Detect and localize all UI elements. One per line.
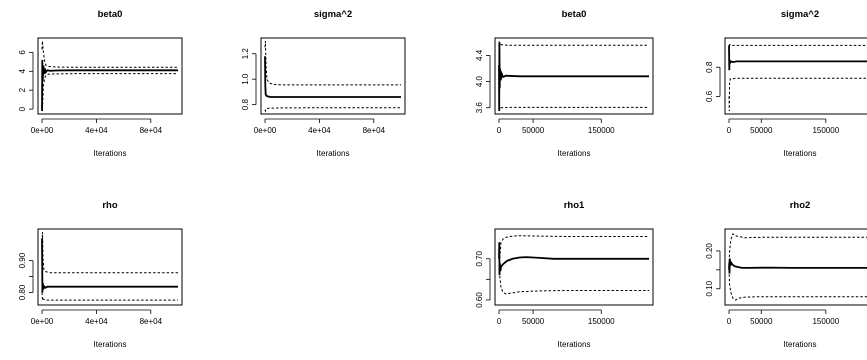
y-tick-label: 1.2 [241,48,250,60]
y-tick-label: 0.8 [241,99,250,111]
x-tick-label: 4e+04 [85,317,108,326]
bound-trace-line [728,77,867,112]
x-tick-label: 0 [727,317,732,326]
trace-plot-beta0-1: beta0 0e+00 4e+04 8e+04 0 2 4 6 Iterations [18,9,183,158]
bound-trace-line [41,231,178,274]
trace-plot-beta0-2: beta0 0 50000 150000 3.6 4.0 4.4 Iterations [475,9,654,158]
mean-trace-line [264,56,401,98]
mean-trace-line [728,258,867,274]
y-tick-label: 0.6 [705,90,714,102]
plot-title: rho [102,200,118,211]
y-tick-label: 4 [18,68,27,73]
trace-plot-rho-1: rho 0e+00 4e+04 8e+04 0.80 0.90 Iterations [18,200,183,349]
plot-frame [37,37,183,115]
x-tick-label: 8e+04 [140,317,163,326]
x-tick-label: 8e+04 [140,126,163,135]
y-tick-label: 0.8 [705,61,714,73]
bound-trace-line [41,292,178,301]
bound-trace-line [264,40,401,86]
x-tick-label: 150000 [812,317,839,326]
plot-title: rho2 [790,200,811,211]
mean-trace-line [498,42,649,112]
trace-plot-sigma2-2: sigma^2 0 50000 150000 0.6 0.8 Iterations [705,9,867,158]
mean-trace-line [498,242,649,276]
bound-trace-line [264,107,401,113]
x-tick-label: 0e+00 [254,126,277,135]
plot-frame [494,37,654,115]
bound-trace-line [498,40,649,62]
y-tick-label: 4.0 [475,75,484,87]
bound-trace-line [728,269,867,301]
plot-frame [260,37,406,115]
x-tick-label: 4e+04 [308,126,331,135]
plot-title: beta0 [98,9,123,20]
trace-plot-sigma2-1: sigma^2 0e+00 4e+04 8e+04 0.8 1.0 1.2 Iteration… [241,9,406,158]
y-tick-label: 1.0 [241,73,250,85]
plot-frame [494,228,654,306]
x-tick-label: 0 [497,126,502,135]
y-tick-label: 0.90 [18,252,27,268]
mean-trace-line [728,45,867,71]
x-tick-label: 50000 [522,126,545,135]
x-axis-label: Iterations [558,340,591,349]
plot-frame [724,228,867,306]
bound-trace-line [41,73,178,112]
y-tick-label: 4.4 [475,49,484,61]
x-axis-label: Iterations [784,340,817,349]
y-tick-label: 2 [18,87,27,92]
trace-plot-rho1-2: rho1 0 50000 150000 0.60 0.70 Iterations [475,200,654,349]
bound-trace-line [728,233,867,267]
x-axis-label: Iterations [94,340,127,349]
x-tick-label: 0e+00 [31,317,54,326]
bound-trace-line [728,43,867,53]
y-tick-label: 0.70 [475,250,484,266]
x-axis-label: Iterations [784,149,817,158]
x-tick-label: 50000 [522,317,545,326]
y-tick-label: 6 [18,50,27,55]
plot-frame [37,228,183,306]
x-tick-label: 4e+04 [85,126,108,135]
trace-plot-rho2-2: rho2 0 50000 150000 0.10 0.20 Iterations [705,200,867,349]
bound-trace-line [41,40,178,68]
x-tick-label: 150000 [812,126,839,135]
y-tick-label: 0.20 [705,243,714,259]
x-tick-label: 50000 [750,317,773,326]
plot-title: sigma^2 [314,9,352,20]
plot-title: sigma^2 [781,9,819,20]
x-tick-label: 0 [727,126,732,135]
x-tick-label: 50000 [750,126,773,135]
y-tick-label: 0.80 [18,284,27,300]
x-tick-label: 0e+00 [31,126,54,135]
bound-trace-line [498,266,649,295]
y-tick-label: 0.10 [705,280,714,296]
x-tick-label: 8e+04 [363,126,386,135]
x-tick-label: 150000 [588,126,615,135]
y-tick-label: 0.60 [475,292,484,308]
plot-title: rho1 [564,200,585,211]
x-axis-label: Iterations [558,149,591,158]
y-tick-label: 3.6 [475,102,484,114]
y-tick-label: 0 [18,106,27,111]
mean-trace-line [41,238,178,293]
x-axis-label: Iterations [94,149,127,158]
x-tick-label: 150000 [588,317,615,326]
mean-trace-line [41,59,178,112]
x-axis-label: Iterations [317,149,350,158]
plot-frame [724,37,867,115]
x-tick-label: 0 [497,317,502,326]
bound-trace-line [498,94,649,112]
plot-title: beta0 [562,9,587,20]
bound-trace-line [498,235,649,259]
